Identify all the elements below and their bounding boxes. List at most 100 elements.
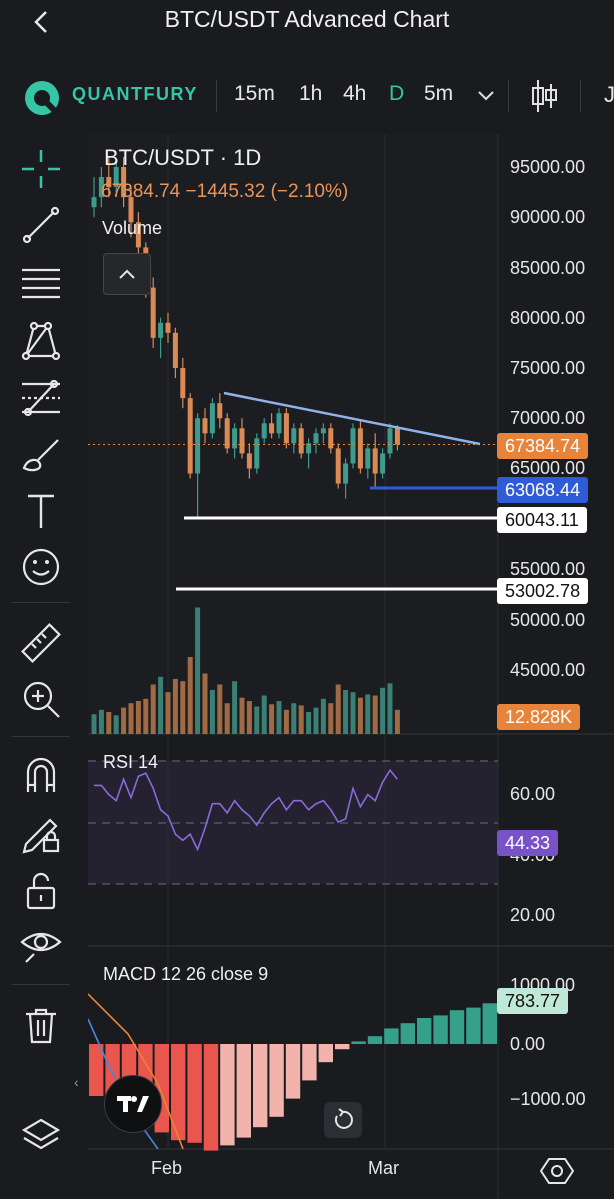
volume-bar	[350, 692, 356, 734]
volume-bar	[394, 709, 400, 734]
volume-bar	[209, 690, 215, 734]
brush-tool[interactable]	[18, 432, 64, 478]
trend-line-tool[interactable]	[18, 202, 64, 248]
candle-body	[91, 197, 97, 208]
chart-canvas[interactable]	[88, 134, 614, 1199]
visibility-tool[interactable]	[18, 922, 64, 968]
volume-bar	[187, 657, 193, 734]
volume-bar	[143, 698, 149, 734]
volume-bar	[202, 673, 208, 734]
support-line-price-tag[interactable]: 53002.78	[497, 578, 589, 604]
volume-bar	[313, 707, 319, 734]
candle-body	[283, 413, 289, 444]
volume-bar	[135, 701, 141, 734]
volume-bar	[306, 712, 312, 734]
lock-drawing-icon	[22, 818, 60, 854]
delete-drawings-tool[interactable]	[18, 1002, 64, 1048]
macd-histogram-bar	[171, 1044, 186, 1141]
ruler-tool[interactable]	[18, 620, 64, 666]
volume-bar	[335, 684, 341, 734]
candle-body	[328, 428, 334, 449]
quantfury-logo-icon	[22, 78, 62, 118]
candle-body	[209, 403, 215, 434]
price-axis-label: 90000.00	[510, 207, 586, 227]
lock-tool[interactable]	[18, 868, 64, 914]
emoji-tool[interactable]	[18, 544, 64, 590]
magnet-tool[interactable]	[18, 752, 64, 798]
volume-bar	[246, 701, 252, 734]
pattern-icon	[21, 321, 61, 361]
fib-tool[interactable]	[18, 376, 64, 422]
volume-bar	[254, 706, 260, 734]
trash-icon	[26, 1008, 56, 1044]
volume-bar	[291, 703, 297, 734]
collapse-legend-button[interactable]	[103, 253, 151, 295]
chart-settings-button[interactable]	[539, 1154, 575, 1188]
chevron-left-icon	[34, 11, 47, 33]
chart-area[interactable]	[88, 134, 614, 1199]
candle-body	[372, 448, 378, 474]
macd-histogram-bar	[417, 1018, 432, 1044]
tradingview-logo[interactable]	[104, 1075, 162, 1133]
back-button[interactable]	[26, 6, 62, 38]
volume-bar	[106, 712, 112, 734]
candle-body	[135, 222, 141, 248]
eye-icon	[20, 932, 62, 963]
timeframe-5m[interactable]: 5m	[424, 82, 454, 105]
macd-histogram-bar	[400, 1023, 415, 1044]
candle-body	[224, 418, 230, 449]
candle-body	[357, 428, 363, 469]
volume-bar	[232, 681, 238, 734]
sidebar-collapse-arrow[interactable]: ‹	[74, 1074, 79, 1090]
blue-line-price-tag[interactable]: 63068.44	[497, 477, 589, 503]
volume-bar	[91, 714, 97, 734]
volume-bar	[269, 704, 275, 734]
timeframe-1h[interactable]: 1h	[299, 82, 323, 105]
support-line-price-tag[interactable]: 60043.11	[497, 507, 587, 533]
reset-chart-button[interactable]	[324, 1102, 362, 1138]
timeframe-4h[interactable]: 4h	[343, 82, 367, 105]
page-title: BTC/USDT Advanced Chart	[164, 6, 450, 32]
volume-tag: 12.828K	[497, 704, 581, 730]
rsi-axis-label: 60.00	[510, 784, 556, 804]
candle-body	[261, 423, 267, 439]
ruler-icon	[21, 623, 61, 663]
zoom-in-tool[interactable]	[18, 676, 64, 722]
timeframe-15m[interactable]: 15m	[234, 82, 275, 105]
timeframe-d[interactable]: D	[389, 82, 405, 105]
horizontal-lines-tool[interactable]	[18, 260, 64, 306]
price-axis-label: 70000.00	[510, 408, 586, 428]
volume-bar	[113, 715, 119, 734]
pattern-tool[interactable]	[18, 318, 64, 364]
volume-bar	[357, 697, 363, 734]
volume-bar	[150, 684, 156, 734]
crosshair-tool[interactable]	[18, 146, 64, 192]
macd-histogram-bar	[253, 1044, 268, 1128]
layers-tool[interactable]	[18, 1112, 64, 1158]
toolbar-overflow[interactable]: J	[604, 82, 614, 107]
trend-line-drawing	[223, 391, 481, 446]
brand-name: QUANTFURY	[72, 84, 198, 104]
price-axis-label: 50000.00	[510, 610, 586, 630]
candle-body	[113, 167, 119, 188]
candle-body	[150, 287, 156, 338]
candle-body	[387, 428, 393, 454]
lock-icon	[26, 872, 56, 910]
sidebar-divider	[12, 984, 70, 985]
price-axis-label: 95000.00	[510, 157, 586, 177]
volume-bar	[172, 679, 178, 734]
candles-icon	[532, 80, 557, 112]
toolbar-divider	[508, 80, 509, 112]
text-tool[interactable]	[18, 488, 64, 534]
layers-icon	[21, 1118, 61, 1150]
lock-drawings-tool[interactable]	[18, 808, 64, 854]
sidebar-divider	[12, 602, 70, 603]
volume-bar	[217, 684, 223, 734]
macd-histogram-bar	[203, 1044, 219, 1151]
timeframe-dropdown[interactable]	[476, 82, 496, 110]
price-axis-label: 75000.00	[510, 358, 586, 378]
candle-body	[187, 398, 193, 474]
candle-body	[232, 428, 238, 449]
chart-type-button[interactable]	[530, 78, 558, 114]
price-axis-label: 80000.00	[510, 308, 586, 328]
